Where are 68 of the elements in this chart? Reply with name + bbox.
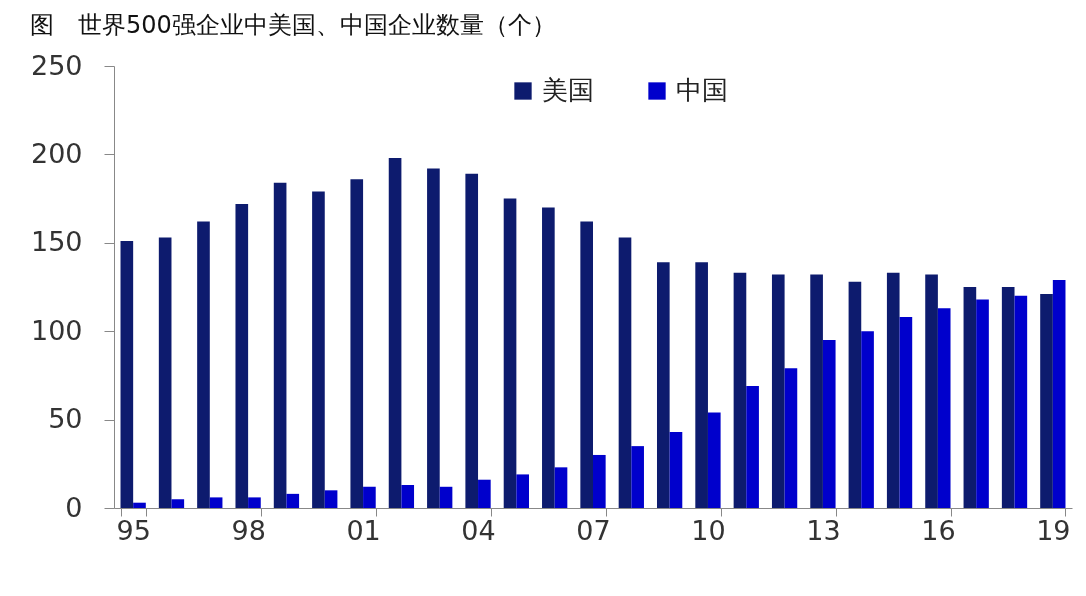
y-tick-label: 50 xyxy=(48,403,83,435)
bar xyxy=(669,431,683,508)
bar xyxy=(925,274,938,508)
bar xyxy=(197,221,210,508)
bar xyxy=(542,207,555,508)
bar xyxy=(286,493,300,508)
bar xyxy=(580,221,593,508)
x-tick-label: 16 xyxy=(921,514,956,546)
chart-title: 图 世界500强企业中美国、中国企业数量（个） xyxy=(30,11,556,39)
bar xyxy=(593,454,606,508)
bar xyxy=(963,287,977,508)
bar xyxy=(1052,279,1066,508)
bar xyxy=(937,308,951,508)
bar xyxy=(516,474,530,508)
bar xyxy=(363,486,376,508)
bar xyxy=(171,499,185,508)
bar xyxy=(235,203,249,508)
bar xyxy=(1040,294,1053,508)
bar xyxy=(503,198,517,508)
bar xyxy=(209,497,223,508)
bar xyxy=(273,182,287,508)
bar xyxy=(746,386,759,508)
bar xyxy=(886,272,900,508)
y-tick-label: 100 xyxy=(30,314,83,346)
bar xyxy=(120,241,134,508)
bar xyxy=(324,490,338,508)
bar xyxy=(656,262,670,508)
bar xyxy=(695,262,708,508)
bar xyxy=(822,340,836,508)
bar xyxy=(478,479,491,508)
x-tick-label: 98 xyxy=(231,514,266,546)
bar xyxy=(861,331,874,508)
bar xyxy=(133,502,146,508)
bar xyxy=(618,237,632,508)
y-tick-label: 200 xyxy=(30,137,83,169)
y-tick-label: 150 xyxy=(30,226,83,258)
bar xyxy=(439,486,453,508)
bar xyxy=(899,317,913,508)
bar xyxy=(248,497,261,508)
bar xyxy=(784,368,798,508)
x-tick-label: 10 xyxy=(691,514,726,546)
bar xyxy=(1001,287,1015,508)
bar xyxy=(631,446,644,508)
x-tick-label: 95 xyxy=(116,514,151,546)
y-tick-label: 0 xyxy=(65,491,83,523)
x-tick-label: 19 xyxy=(1036,514,1071,546)
bar xyxy=(707,412,721,508)
bar xyxy=(810,274,823,508)
bar xyxy=(350,179,364,508)
bar xyxy=(771,274,785,508)
x-tick-label: 13 xyxy=(806,514,841,546)
legend-label: 中国 xyxy=(676,75,728,105)
bar xyxy=(427,168,440,508)
bar xyxy=(554,467,568,508)
x-tick-label: 07 xyxy=(576,514,611,546)
bar xyxy=(465,173,479,508)
bar xyxy=(733,272,747,508)
bar xyxy=(848,281,862,508)
bar xyxy=(312,191,325,508)
bar xyxy=(158,237,172,508)
bar xyxy=(976,299,989,508)
bar xyxy=(401,485,415,508)
bar xyxy=(388,157,402,508)
x-tick-label: 04 xyxy=(461,514,496,546)
legend-label: 美国 xyxy=(542,75,594,105)
x-tick-label: 01 xyxy=(346,514,381,546)
bar xyxy=(1014,295,1028,508)
y-tick-label: 250 xyxy=(30,49,83,81)
